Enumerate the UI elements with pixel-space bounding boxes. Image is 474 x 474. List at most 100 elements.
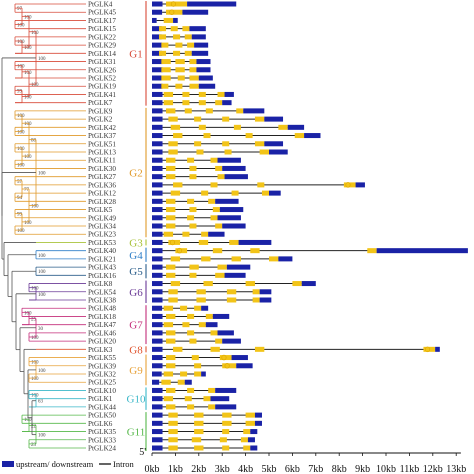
gene-structure-row: [152, 272, 246, 278]
gene-structure-row: [152, 412, 262, 418]
gene-label: PtGLK16: [88, 272, 116, 280]
bootstrap-label: 100: [17, 114, 25, 119]
exon: [222, 445, 230, 451]
gene-structure-row: [152, 157, 241, 163]
upstream-utr: [152, 100, 163, 106]
exon: [245, 281, 255, 287]
exon: [194, 420, 204, 426]
gene-label: PtGLK36: [88, 181, 116, 189]
gene-structure-row: [152, 371, 206, 377]
gene-structure-row: [152, 116, 284, 122]
upstream-utr: [152, 330, 163, 336]
exon: [187, 42, 195, 48]
bootstrap-label: 97: [17, 7, 23, 12]
exon: [182, 26, 190, 32]
exon: [161, 75, 171, 81]
exon: [166, 223, 176, 229]
downstream-utr: [269, 149, 288, 155]
exon: [194, 371, 202, 377]
gene-structure-row: [152, 305, 209, 311]
upstream-utr: [152, 239, 163, 245]
axis-tick-label: 8kb: [332, 464, 347, 474]
gene-label: PtGLK39: [88, 362, 116, 370]
gene-label: PtGLK4: [88, 1, 113, 9]
downstream-utr: [224, 174, 248, 180]
gene-label: PtGLK2: [88, 116, 113, 124]
exon: [166, 157, 176, 163]
downstream-utr: [196, 59, 211, 65]
upstream-utr: [152, 313, 163, 319]
group-label: G5: [129, 266, 143, 278]
exon: [175, 248, 188, 254]
exon: [168, 429, 178, 435]
exon: [168, 420, 178, 426]
exon: [201, 190, 209, 196]
exon: [180, 305, 188, 311]
gene-structure-row: [152, 42, 209, 48]
exon: [184, 50, 192, 56]
bootstrap-label: 100: [31, 31, 39, 36]
gene-label: PtGLK43: [88, 264, 116, 272]
exon: [269, 256, 279, 262]
gene-structure-row: [152, 297, 272, 303]
gene-structure-row: [152, 59, 211, 65]
downstream-utr: [198, 83, 216, 89]
exon: [187, 330, 195, 336]
bootstrap-label: 100: [24, 46, 32, 51]
gene-structure-row: [152, 264, 251, 270]
upstream-utr: [152, 26, 162, 32]
gene-label: PtGLK54: [88, 288, 116, 296]
gene-label: PtGLK6: [88, 420, 113, 428]
upstream-utr: [152, 338, 163, 344]
bootstrap-label: 100: [38, 434, 46, 439]
gene-label: PtGLK23: [88, 231, 116, 239]
upstream-utr: [152, 346, 163, 352]
exon: [166, 215, 176, 221]
group-label: G4: [129, 250, 143, 262]
gene-label: PtGLK15: [88, 25, 116, 33]
downstream-utr: [250, 445, 258, 451]
exon: [194, 116, 202, 122]
gene-label: PtGLK45: [88, 9, 116, 17]
bootstrap-label: 100: [17, 65, 25, 70]
exon: [210, 346, 220, 352]
exon: [161, 67, 171, 73]
exon: [166, 355, 176, 361]
exon: [187, 215, 195, 221]
downstream-utr: [201, 305, 209, 311]
upstream-utr: [152, 1, 163, 7]
exon: [254, 141, 265, 147]
exon: [194, 429, 204, 435]
gene-label: PtGLK51: [88, 140, 116, 148]
exon: [217, 174, 225, 180]
exon: [177, 75, 185, 81]
gene-structure-row: [152, 190, 281, 196]
upstream-utr: [152, 75, 163, 81]
upstream-utr: [152, 289, 163, 295]
downstream-utr: [198, 75, 213, 81]
gene-structure-row: [152, 1, 237, 7]
gene-label: PtGLK1: [88, 395, 113, 403]
bootstrap-label: 100: [17, 24, 25, 29]
exon-marker: [170, 1, 176, 7]
upstream-utr: [152, 305, 163, 311]
exon: [163, 305, 174, 311]
upstream-utr: [152, 297, 163, 303]
bootstrap-label: 100: [17, 147, 25, 152]
exon: [161, 42, 169, 48]
exon: [173, 182, 183, 188]
exon: [166, 330, 176, 336]
upstream-utr: [152, 190, 163, 196]
downstream-utr: [254, 420, 262, 426]
upstream-utr: [152, 17, 157, 23]
gene-structure-row: [152, 404, 237, 410]
exon: [198, 100, 206, 106]
gene-label: PtGLK33: [88, 436, 116, 444]
gene-label: PtGLK49: [88, 214, 116, 222]
downstream-utr: [278, 256, 293, 262]
exon: [219, 437, 227, 443]
exon: [222, 420, 232, 426]
downstream-utr: [355, 182, 365, 188]
gene-label: PtGLK53: [88, 239, 116, 247]
